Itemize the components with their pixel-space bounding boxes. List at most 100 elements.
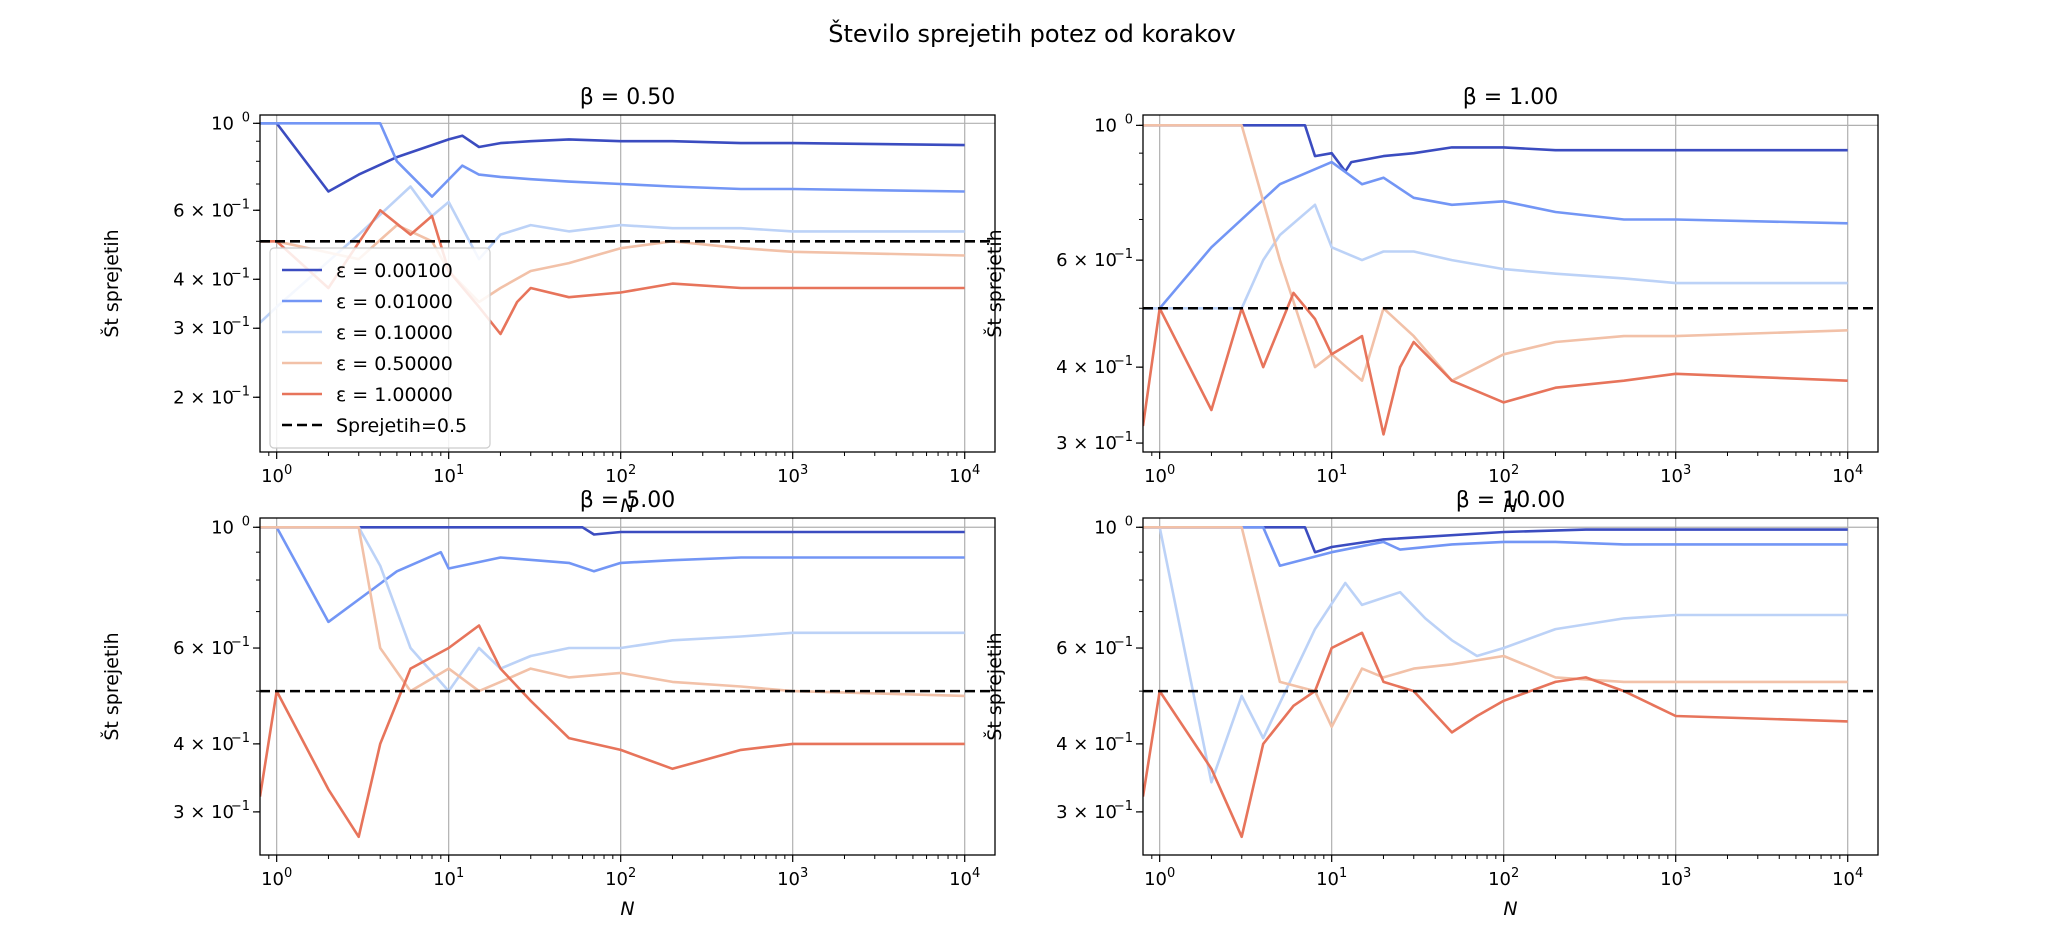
y-tick-exponent: −1 <box>231 731 250 746</box>
figure-title: Število sprejetih potez od korakov <box>828 18 1236 48</box>
y-tick-exponent: −1 <box>231 315 250 330</box>
series-group <box>260 526 995 839</box>
y-tick-exponent: −1 <box>1114 354 1133 369</box>
y-tick-label: 10 <box>1094 517 1117 538</box>
y-tick-label: 6 × 10 <box>1056 638 1117 659</box>
y-tick-exponent: −1 <box>1114 430 1133 445</box>
x-tick-label: 103 <box>777 463 808 487</box>
x-tick-label: 104 <box>949 866 980 890</box>
y-tick-exponent: −1 <box>1114 799 1133 814</box>
series-line <box>260 526 965 624</box>
panel-title: β = 10.00 <box>1456 488 1565 513</box>
series-line <box>260 526 965 698</box>
axes-frame <box>1142 114 1879 453</box>
series-line <box>1143 631 1848 839</box>
x-tick-label: 104 <box>1832 866 1863 890</box>
series-line <box>260 122 965 193</box>
y-tick-label: 3 × 10 <box>1056 433 1117 454</box>
y-tick-label: 10 <box>211 113 234 134</box>
x-tick-label: 102 <box>605 463 636 487</box>
y-tick-label: 4 × 10 <box>1056 357 1117 378</box>
y-axis-label: Št sprejetih <box>982 632 1006 740</box>
y-tick-label: 4 × 10 <box>173 269 234 290</box>
series-group <box>1143 526 1878 839</box>
x-tick-label: 101 <box>433 866 464 890</box>
series-line <box>1143 526 1848 784</box>
y-tick-exponent: −1 <box>231 635 250 650</box>
y-tick-label: 6 × 10 <box>173 200 234 221</box>
y-tick-exponent: −1 <box>1114 731 1133 746</box>
x-tick-label: 101 <box>1316 463 1347 487</box>
y-tick-exponent: −1 <box>231 266 250 281</box>
series-line <box>1143 160 1848 310</box>
y-tick-exponent: −1 <box>1114 635 1133 650</box>
y-tick-label: 6 × 10 <box>173 638 234 659</box>
x-tick-label: 102 <box>1488 463 1519 487</box>
y-tick-label: 3 × 10 <box>173 802 234 823</box>
y-tick-label: 10 <box>211 517 234 538</box>
x-tick-label: 100 <box>1144 866 1175 890</box>
legend: ε = 0.00100 ε = 0.01000 ε = 0.10000 ε = 0.5… <box>269 247 491 449</box>
y-tick-label: 10 <box>1094 115 1117 136</box>
y-tick-exponent: −1 <box>231 799 250 814</box>
series-line <box>1143 291 1848 436</box>
panel-title: β = 5.00 <box>580 488 675 513</box>
series-line <box>1143 526 1848 729</box>
series-line <box>1143 526 1848 567</box>
series-line <box>260 209 965 336</box>
x-tick-label: 104 <box>1832 463 1863 487</box>
x-tick-label: 100 <box>1144 463 1175 487</box>
series-line <box>260 624 965 839</box>
y-tick-exponent: 0 <box>1125 112 1133 127</box>
y-axis-label: Št sprejetih <box>99 229 123 337</box>
x-tick-label: 101 <box>433 463 464 487</box>
x-tick-label: 101 <box>1316 866 1347 890</box>
y-tick-label: 6 × 10 <box>1056 250 1117 271</box>
y-tick-exponent: −1 <box>231 197 250 212</box>
y-axis-label: Št sprejetih <box>99 632 123 740</box>
series-line <box>1143 203 1848 310</box>
y-tick-label: 3 × 10 <box>1056 802 1117 823</box>
legend-label: ε = 0.01000 <box>336 291 453 313</box>
y-tick-label: 2 × 10 <box>173 387 234 408</box>
y-tick-label: 3 × 10 <box>173 318 234 339</box>
legend-label: ε = 0.50000 <box>336 353 453 375</box>
x-tick-label: 103 <box>1660 866 1691 890</box>
series-line <box>260 122 965 198</box>
y-tick-exponent: −1 <box>231 384 250 399</box>
axes-frame <box>259 114 996 453</box>
legend-label: ε = 0.00100 <box>336 260 453 282</box>
x-axis-label: N <box>1503 898 1517 920</box>
x-tick-label: 104 <box>949 463 980 487</box>
y-tick-label: 4 × 10 <box>1056 734 1117 755</box>
y-tick-label: 4 × 10 <box>173 734 234 755</box>
legend-box <box>269 247 491 449</box>
x-tick-label: 102 <box>1488 866 1519 890</box>
legend-label: ε = 1.00000 <box>336 384 453 406</box>
panel-title: β = 0.50 <box>580 85 675 110</box>
x-tick-label: 103 <box>1660 463 1691 487</box>
legend-label: ε = 0.10000 <box>336 322 453 344</box>
series-line <box>1143 124 1848 173</box>
x-axis-label: N <box>620 898 634 920</box>
series-group <box>1143 124 1878 436</box>
axes-frame <box>1142 517 1879 856</box>
y-tick-exponent: 0 <box>242 514 250 529</box>
y-tick-exponent: 0 <box>242 110 250 125</box>
x-axis-label: N <box>620 495 634 517</box>
y-tick-exponent: 0 <box>1125 514 1133 529</box>
y-axis-label: Št sprejetih <box>982 229 1006 337</box>
x-axis-label: N <box>1503 495 1517 517</box>
legend-label: Sprejetih=0.5 <box>336 415 467 437</box>
series-line <box>260 526 965 536</box>
x-tick-label: 100 <box>261 866 292 890</box>
panel-title: β = 1.00 <box>1463 85 1558 110</box>
x-tick-label: 103 <box>777 866 808 890</box>
